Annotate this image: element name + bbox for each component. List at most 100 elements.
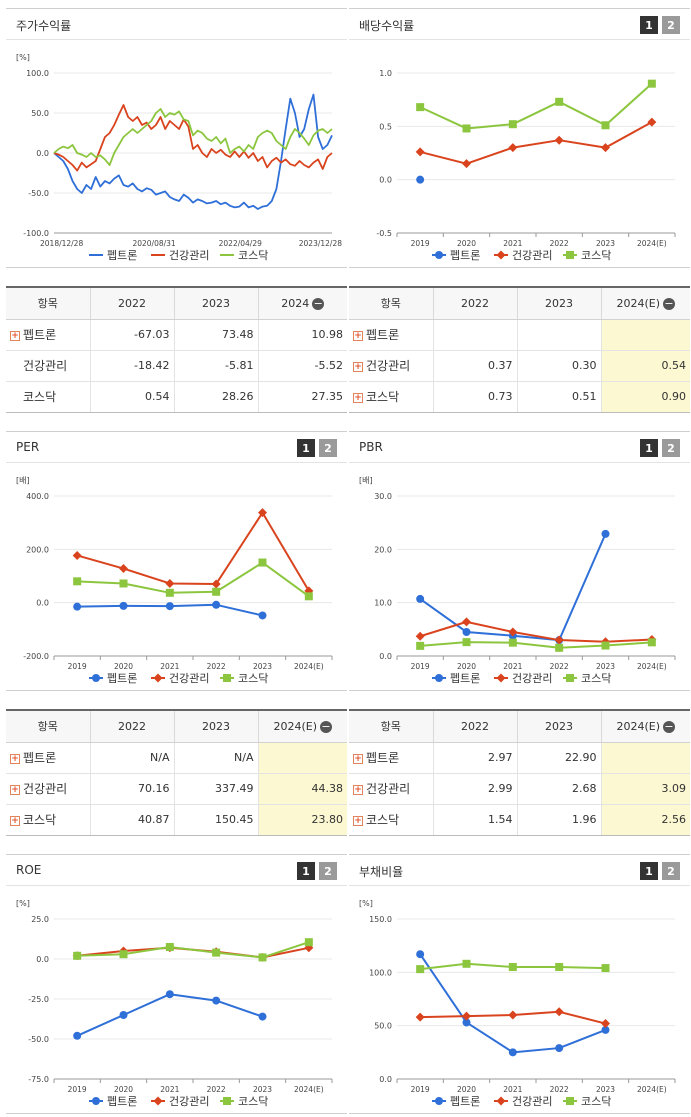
row-label-cell: 코스닥 xyxy=(6,381,91,412)
y-tick-label: -0.5 xyxy=(376,229,392,238)
row-label: 건강관리 xyxy=(23,782,68,796)
chart-view-1-button[interactable]: 1 xyxy=(297,862,315,880)
legend-item-건강관리[interactable]: 건강관리 xyxy=(151,1095,209,1108)
column-header: 2024− xyxy=(258,288,347,320)
legend-item-펩트론[interactable]: 펩트론 xyxy=(432,672,480,685)
expand-icon[interactable]: + xyxy=(353,753,363,764)
data-point xyxy=(462,959,471,968)
row-label-cell: + 코스닥 xyxy=(6,804,91,835)
dividend-yield-chart: 1.0 0.5 0.0 -0.5 2019 2020 2021 2022 2023 2024(E)… xyxy=(376,69,676,262)
legend-item-코스닥[interactable]: 코스닥 xyxy=(563,1095,611,1108)
x-tick-label: 2024(E) xyxy=(294,1085,324,1094)
data-point xyxy=(304,592,313,601)
legend-label: 펩트론 xyxy=(450,249,480,262)
legend-item-코스닥[interactable]: 코스닥 xyxy=(563,672,611,685)
collapse-icon[interactable]: − xyxy=(663,719,676,733)
x-tick-label: 2019 xyxy=(411,662,430,671)
expand-icon[interactable]: + xyxy=(10,330,20,341)
data-point xyxy=(119,579,128,588)
legend-marker xyxy=(496,250,506,260)
series-line xyxy=(76,511,310,592)
expand-icon[interactable]: + xyxy=(10,753,20,764)
column-header: 2024(E) − xyxy=(601,288,690,320)
expand-icon[interactable]: + xyxy=(353,361,363,372)
roe-panel: ROE 1 2 [%] 25.0 0.0 -25.0 -50.0 -75.0 2019 202… xyxy=(6,854,347,1114)
data-point xyxy=(212,996,221,1005)
collapse-icon[interactable]: − xyxy=(663,296,676,310)
panel-header: 부채비율 1 2 xyxy=(349,855,690,886)
expand-icon[interactable]: + xyxy=(353,784,363,795)
table-row: 건강관리 -18.42 -5.81 -5.52 xyxy=(6,350,347,382)
data-point xyxy=(601,1025,610,1034)
chart-view-1-button[interactable]: 1 xyxy=(297,439,315,457)
y-tick-label: 0.0 xyxy=(379,652,392,661)
table-cell: 2.99 xyxy=(433,773,518,805)
y-tick-label: 0.0 xyxy=(36,599,49,608)
legend-item-코스닥[interactable]: 코스닥 xyxy=(563,249,611,262)
legend-item-펩트론[interactable]: 펩트론 xyxy=(89,672,137,685)
chart-view-2-button[interactable]: 2 xyxy=(319,439,337,457)
legend-item-코스닥[interactable]: 코스닥 xyxy=(220,249,268,262)
y-tick-label: -50.0 xyxy=(28,1035,49,1044)
data-point xyxy=(304,938,313,947)
panel-title: PER xyxy=(16,440,40,454)
data-point xyxy=(508,1048,517,1057)
table-cell: 22.90 xyxy=(517,742,602,774)
table-cell: 23.80 xyxy=(258,804,347,835)
legend-item-건강관리[interactable]: 건강관리 xyxy=(494,249,552,262)
series-코스닥 xyxy=(416,959,610,974)
expand-icon[interactable]: + xyxy=(353,815,363,826)
chart-view-2-button[interactable]: 2 xyxy=(319,862,337,880)
column-header-label: 2022 xyxy=(461,296,489,310)
chart-view-2-button[interactable]: 2 xyxy=(662,862,680,880)
chart-view-2-button[interactable]: 2 xyxy=(662,16,680,34)
collapse-icon[interactable]: − xyxy=(312,296,325,310)
legend-item-펩트론[interactable]: 펩트론 xyxy=(432,249,480,262)
table-cell: 0.54 xyxy=(90,381,175,412)
y-tick-label: 0.0 xyxy=(36,149,49,158)
x-tick-label: 2022 xyxy=(207,1085,226,1094)
expand-icon[interactable]: + xyxy=(353,392,363,403)
data-point xyxy=(119,950,128,959)
column-header: 2022 xyxy=(433,288,518,320)
unit-label: [%] xyxy=(16,899,30,908)
legend-item-건강관리[interactable]: 건강관리 xyxy=(494,672,552,685)
chart-view-2-button[interactable]: 2 xyxy=(662,439,680,457)
expand-icon[interactable]: + xyxy=(10,784,20,795)
column-header-label: 항목 xyxy=(380,297,401,311)
debt-ratio-panel: 부채비율 1 2 [%] 150.0 100.0 50.0 0.0 2019 2020 202… xyxy=(349,854,690,1114)
x-tick-label: 2021 xyxy=(160,662,179,671)
row-label: 코스닥 xyxy=(23,813,57,828)
legend-item-펩트론[interactable]: 펩트론 xyxy=(432,1095,480,1108)
data-point xyxy=(304,943,314,953)
collapse-icon[interactable]: − xyxy=(320,719,333,733)
data-point xyxy=(508,627,518,637)
data-point xyxy=(416,594,425,603)
legend-item-코스닥[interactable]: 코스닥 xyxy=(220,672,268,685)
expand-icon[interactable]: + xyxy=(353,330,363,341)
legend-marker xyxy=(92,674,100,682)
legend-marker xyxy=(566,251,574,259)
legend-item-건강관리[interactable]: 건강관리 xyxy=(494,1095,552,1108)
x-tick-label: 2024(E) xyxy=(637,662,667,671)
chart-view-1-button[interactable]: 1 xyxy=(640,862,658,880)
data-point xyxy=(508,143,518,153)
chart-view-1-button[interactable]: 1 xyxy=(640,16,658,34)
chart-view-1-button[interactable]: 1 xyxy=(640,439,658,457)
legend-item-건강관리[interactable]: 건강관리 xyxy=(151,249,209,262)
table-cell: 2.68 xyxy=(517,773,602,805)
per-panel: PER 1 2 [배] 400.0 200.0 0.0 -200.0 2019 2020 20… xyxy=(6,431,347,691)
data-point xyxy=(601,143,610,153)
legend-item-펩트론[interactable]: 펩트론 xyxy=(89,1095,137,1108)
legend-item-건강관리[interactable]: 건강관리 xyxy=(151,672,209,685)
x-tick-label: 2020 xyxy=(457,662,476,671)
expand-icon[interactable]: + xyxy=(10,815,20,826)
x-tick-label: 2023 xyxy=(253,1085,272,1094)
column-header: 2023 xyxy=(517,288,602,320)
panel-header: PER 1 2 xyxy=(6,432,347,463)
legend-label: 건강관리 xyxy=(512,672,552,685)
legend-item-펩트론[interactable]: 펩트론 xyxy=(89,249,137,262)
legend-label: 코스닥 xyxy=(238,1095,268,1108)
legend-item-코스닥[interactable]: 코스닥 xyxy=(220,1095,268,1108)
y-tick-label: 200.0 xyxy=(26,545,49,554)
